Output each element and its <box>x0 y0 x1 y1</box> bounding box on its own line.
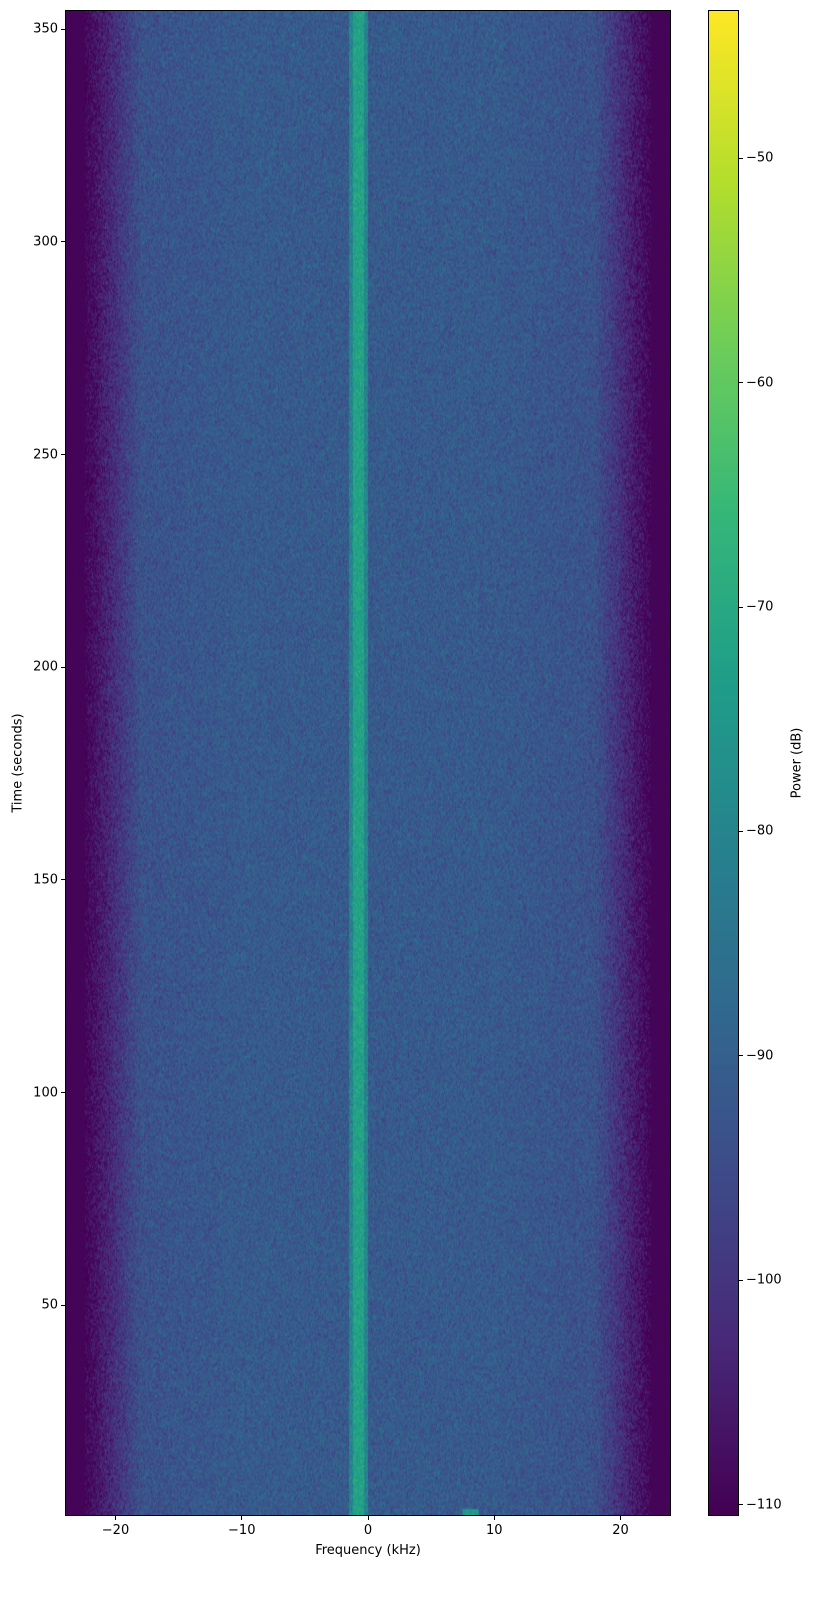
colorbar-tick-label: −70 <box>746 600 773 615</box>
y-tick-mark <box>61 454 65 455</box>
x-tick-label: −10 <box>228 1523 255 1538</box>
x-tick-label: 10 <box>486 1523 503 1538</box>
spectrogram-heatmap <box>66 11 670 1515</box>
colorbar-tick-mark <box>739 1055 743 1056</box>
y-tick-label: 50 <box>41 1298 58 1313</box>
x-tick-mark <box>368 1516 369 1520</box>
spectrogram-plot-area <box>65 10 671 1516</box>
colorbar-gradient <box>709 11 738 1515</box>
colorbar-tick-label: −100 <box>746 1273 782 1288</box>
y-tick-label: 350 <box>33 22 58 37</box>
colorbar-tick-mark <box>739 831 743 832</box>
colorbar-tick-mark <box>739 607 743 608</box>
y-tick-mark <box>61 1305 65 1306</box>
y-axis-label: Time (seconds) <box>11 713 26 812</box>
x-tick-mark <box>115 1516 116 1520</box>
colorbar-tick-label: −60 <box>746 375 773 390</box>
colorbar-tick-label: −110 <box>746 1497 782 1512</box>
colorbar-tick-label: −80 <box>746 824 773 839</box>
x-tick-label: 0 <box>364 1523 372 1538</box>
x-axis-label: Frequency (kHz) <box>315 1543 421 1558</box>
x-tick-mark <box>241 1516 242 1520</box>
y-tick-label: 100 <box>33 1085 58 1100</box>
colorbar-tick-mark <box>739 1280 743 1281</box>
colorbar-tick-mark <box>739 382 743 383</box>
y-tick-label: 200 <box>33 660 58 675</box>
x-tick-mark <box>620 1516 621 1520</box>
colorbar-tick-label: −50 <box>746 151 773 166</box>
y-tick-mark <box>61 1092 65 1093</box>
y-tick-mark <box>61 29 65 30</box>
colorbar <box>708 10 739 1516</box>
colorbar-tick-label: −90 <box>746 1048 773 1063</box>
colorbar-tick-mark <box>739 1504 743 1505</box>
x-tick-label: −20 <box>102 1523 129 1538</box>
y-tick-mark <box>61 879 65 880</box>
y-tick-label: 250 <box>33 447 58 462</box>
colorbar-label: Power (dB) <box>790 728 805 799</box>
y-tick-label: 150 <box>33 872 58 887</box>
colorbar-tick-mark <box>739 158 743 159</box>
x-tick-mark <box>494 1516 495 1520</box>
y-tick-label: 300 <box>33 234 58 249</box>
x-tick-label: 20 <box>612 1523 629 1538</box>
y-tick-mark <box>61 667 65 668</box>
y-tick-mark <box>61 241 65 242</box>
